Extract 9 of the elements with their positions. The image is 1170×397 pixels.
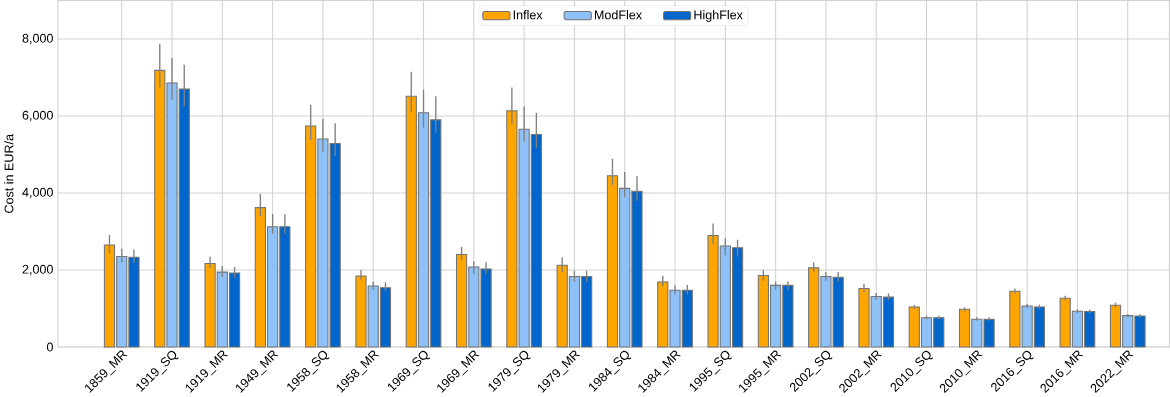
legend-label: ModFlex — [594, 10, 642, 20]
y-tick-label: 8,000 — [22, 33, 53, 45]
y-tick-label: 2,000 — [22, 264, 53, 276]
legend-label: HighFlex — [694, 10, 743, 22]
y-axis-title: Cost in EUR/a — [4, 134, 14, 214]
y-tick-label: 0 — [46, 342, 53, 352]
y-tick-label: 6,000 — [22, 110, 53, 122]
y-tick-label: 4,000 — [22, 187, 53, 199]
legend-label: Inflex — [513, 10, 543, 20]
